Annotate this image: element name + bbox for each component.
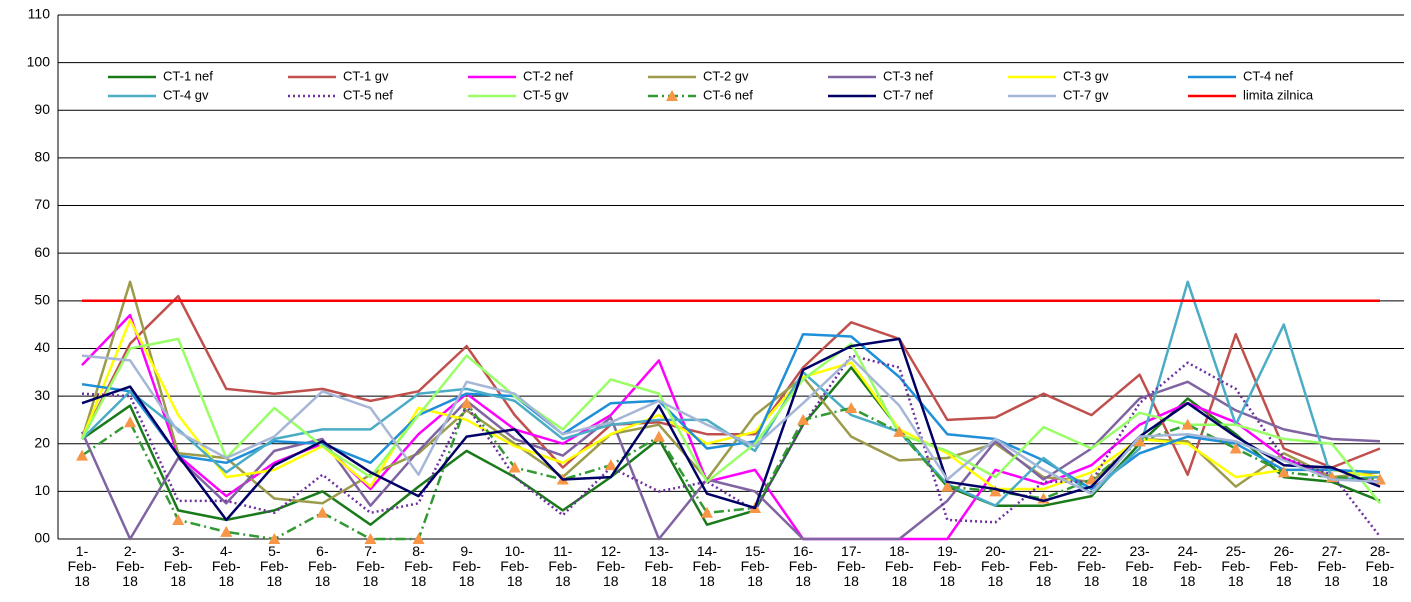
point-marker — [1133, 435, 1146, 447]
y-tick-label: 70 — [34, 196, 50, 212]
x-tick-label: 17-Feb-18 — [836, 543, 866, 589]
point-marker — [1277, 466, 1290, 478]
legend-label: CT-1 gv — [343, 68, 389, 83]
y-tick-label: 50 — [34, 292, 50, 308]
x-tick-label: 8-Feb-18 — [404, 543, 433, 589]
legend-label: CT-2 gv — [703, 68, 749, 83]
x-tick-label: 18-Feb-18 — [884, 543, 914, 589]
x-tick-label: 26-Feb-18 — [1269, 543, 1299, 589]
x-tick-label: 6-Feb-18 — [307, 543, 337, 589]
y-tick-label: 60 — [34, 244, 50, 260]
x-tick-label: 16-Feb-18 — [788, 543, 818, 589]
x-tick-label: 11-Feb-18 — [548, 543, 578, 589]
x-tick-label: 10-Feb-18 — [500, 543, 530, 589]
x-tick-label: 19-Feb-18 — [932, 543, 962, 589]
x-tick-label: 3-Feb-18 — [163, 543, 193, 589]
legend-label: CT-4 gv — [163, 87, 209, 102]
point-marker — [76, 449, 89, 461]
series-line — [81, 354, 1381, 538]
series-line — [81, 337, 1381, 522]
point-marker — [460, 397, 473, 409]
point-marker — [797, 413, 810, 425]
x-tick-label: 21-Feb-18 — [1029, 543, 1058, 589]
x-tick-label: 1-Feb-18 — [67, 543, 97, 589]
point-marker — [220, 525, 233, 537]
y-tick-label: 100 — [27, 53, 51, 69]
y-tick-label: 10 — [34, 482, 50, 498]
series-line — [80, 337, 1381, 505]
y-tick-label: 30 — [34, 387, 50, 403]
point-marker — [508, 461, 521, 473]
legend-label: CT-5 gv — [523, 87, 569, 102]
x-tick-label: 25-Feb-18 — [1221, 543, 1251, 589]
point-marker — [124, 416, 137, 428]
point-marker — [316, 506, 329, 518]
legend-label: limita zilnica — [1243, 87, 1314, 102]
point-marker — [941, 480, 954, 492]
x-tick-label: 2-Feb-18 — [115, 543, 145, 589]
point-marker — [989, 485, 1002, 497]
point-marker — [652, 430, 665, 442]
y-tick-label: 00 — [34, 530, 50, 546]
legend-label: CT-3 gv — [1063, 68, 1109, 83]
legend-label: CT-7 gv — [1063, 87, 1109, 102]
x-tick-label: 14-Feb-18 — [692, 543, 722, 589]
x-tick-label: 28-Feb-18 — [1365, 543, 1395, 589]
point-marker — [604, 459, 617, 471]
x-tick-label: 7-Feb-18 — [356, 543, 385, 589]
x-tick-label: 5-Feb-18 — [259, 543, 289, 589]
point-marker — [700, 506, 713, 518]
point-marker — [893, 425, 906, 437]
legend-label: CT-1 nef — [163, 68, 213, 83]
x-tick-label: 4-Feb-18 — [211, 543, 241, 589]
x-tick-label: 27-Feb-18 — [1317, 543, 1347, 589]
y-tick-label: 90 — [34, 101, 50, 117]
x-tick-label: 22-Feb-18 — [1077, 543, 1106, 589]
x-tick-label: 20-Feb-18 — [980, 543, 1010, 589]
point-marker — [268, 533, 281, 544]
legend-label: CT-2 nef — [523, 68, 573, 83]
y-tick-label: 40 — [34, 339, 50, 355]
legend-label: CT-4 nef — [1243, 68, 1293, 83]
point-marker — [172, 513, 185, 525]
series-line — [80, 380, 1381, 541]
point-marker — [412, 533, 425, 544]
y-tick-label: 20 — [34, 434, 50, 450]
x-tick-label: 9-Feb-18 — [452, 543, 481, 589]
y-tick-label: 80 — [34, 149, 50, 165]
point-marker — [1181, 418, 1194, 430]
series-line — [80, 318, 1381, 491]
x-tick-label: 13-Feb-18 — [644, 543, 674, 589]
legend-marker — [666, 90, 678, 101]
legend-label: CT-3 nef — [883, 68, 933, 83]
point-marker — [1229, 442, 1242, 454]
point-marker — [364, 533, 377, 544]
y-tick-label: 110 — [28, 6, 51, 22]
legend-label: CT-5 nef — [343, 87, 393, 102]
series-line — [81, 332, 1381, 491]
x-tick-label: 24-Feb-18 — [1173, 543, 1203, 589]
legend-label: CT-6 nef — [703, 87, 753, 102]
x-tick-label: 23-Feb-18 — [1125, 543, 1154, 589]
point-marker — [845, 402, 858, 413]
series-line — [81, 354, 1381, 495]
legend-label: CT-7 nef — [883, 87, 933, 102]
x-tick-label: 12-Feb-18 — [596, 543, 626, 589]
x-tick-label: 15-Feb-18 — [740, 543, 770, 589]
